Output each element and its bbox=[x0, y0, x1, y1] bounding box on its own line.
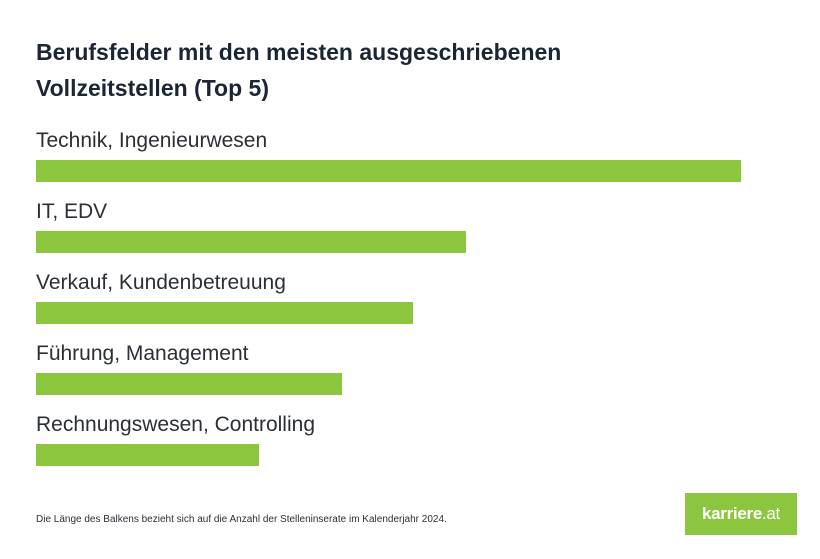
bar-label: Rechnungswesen, Controlling bbox=[36, 413, 315, 436]
bar-row: IT, EDV bbox=[36, 191, 756, 257]
bar bbox=[36, 373, 342, 395]
bar bbox=[36, 444, 259, 466]
bar-row: Technik, Ingenieurwesen bbox=[36, 120, 756, 186]
bar-label: Technik, Ingenieurwesen bbox=[36, 129, 268, 152]
bar bbox=[36, 160, 741, 182]
chart-title: Berufsfelder mit den meisten ausgeschrie… bbox=[36, 39, 562, 101]
bar bbox=[36, 231, 466, 253]
bar-label: IT, EDV bbox=[36, 200, 108, 223]
bar-label: Verkauf, Kundenbetreuung bbox=[36, 271, 286, 294]
logo-suffix: .at bbox=[761, 504, 780, 523]
bar-label: Führung, Management bbox=[36, 342, 249, 365]
chart-footnote: Die Länge des Balkens bezieht sich auf d… bbox=[36, 514, 447, 525]
bar-row: Verkauf, Kundenbetreuung bbox=[36, 262, 756, 328]
bar-row: Rechnungswesen, Controlling bbox=[36, 404, 756, 470]
karriere-logo: karriere .at bbox=[685, 493, 797, 535]
bar-row: Führung, Management bbox=[36, 333, 756, 399]
bar bbox=[36, 302, 413, 324]
logo-text: karriere bbox=[701, 504, 762, 523]
